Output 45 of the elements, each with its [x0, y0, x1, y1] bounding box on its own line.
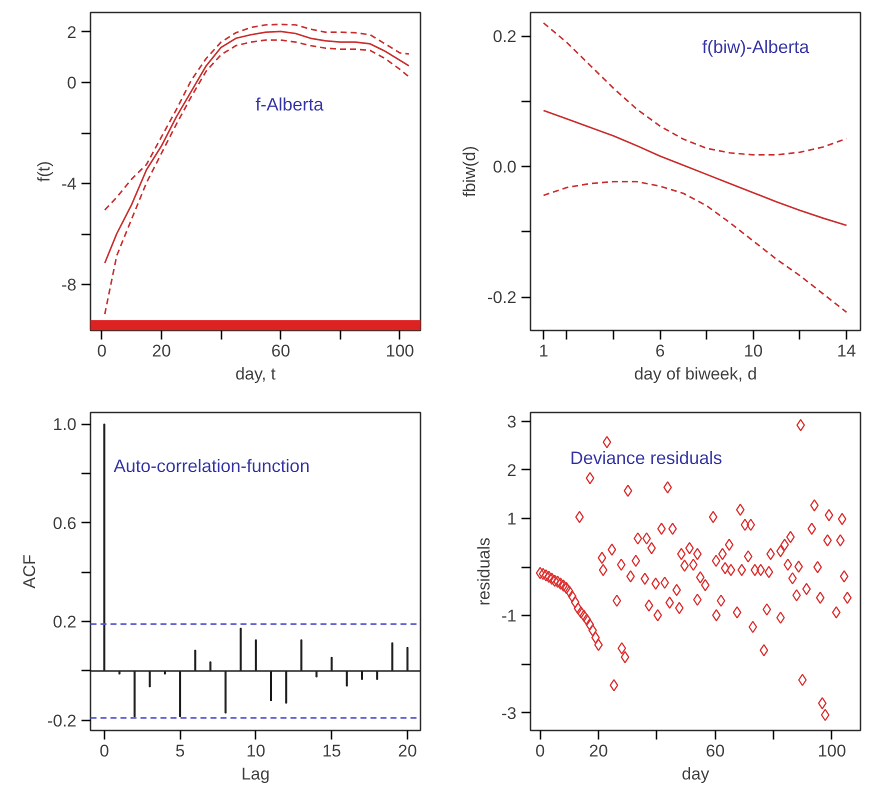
y-axis-title: residuals: [474, 537, 494, 606]
x-tick-label: 6: [655, 342, 665, 360]
y-tick-label: -1: [501, 606, 517, 626]
x-tick-label: 20: [589, 742, 608, 760]
x-tick-label: 60: [271, 342, 290, 360]
y-tick-label: -3: [501, 704, 517, 723]
y-tick-label: -8: [61, 276, 77, 295]
annotation: f-Alberta: [256, 94, 325, 114]
y-tick-label: -0.2: [487, 288, 517, 308]
y-tick-label: -4: [61, 174, 77, 194]
x-tick-label: 0: [100, 742, 110, 760]
x-tick-label: 1: [538, 342, 548, 360]
x-axis-title: day of biweek, d: [634, 364, 757, 384]
y-axis-title: ACF: [20, 554, 40, 588]
x-tick-label: 10: [246, 742, 266, 760]
x-tick-label: 14: [837, 342, 856, 360]
y-tick-label: -0.2: [47, 711, 77, 730]
annotation: Deviance residuals: [570, 448, 722, 468]
x-tick-label: 5: [175, 742, 185, 760]
y-tick-label: 0: [67, 74, 77, 93]
x-tick-label: 0: [97, 342, 107, 360]
y-axis-title: f(t): [34, 161, 54, 182]
x-axis-title: Lag: [241, 764, 270, 784]
y-tick-label: 1.0: [52, 415, 77, 434]
x-tick-label: 20: [152, 342, 171, 360]
annotation: f(biw)-Alberta: [702, 37, 810, 58]
y-tick-label: 0.6: [52, 514, 77, 533]
annotation: Auto-correlation-function: [114, 456, 310, 476]
y-tick-label: 2: [507, 460, 517, 480]
x-tick-label: 60: [706, 742, 725, 760]
x-tick-label: 15: [322, 742, 342, 760]
x-tick-label: 0: [535, 742, 545, 760]
y-tick-label: 2: [67, 22, 77, 42]
y-tick-label: 0.0: [492, 158, 517, 177]
x-axis-title: day, t: [235, 364, 276, 384]
x-tick-label: 20: [398, 742, 417, 760]
x-axis-title: day: [682, 764, 710, 784]
y-tick-label: 0.2: [52, 612, 77, 632]
y-tick-label: 3: [507, 412, 517, 432]
y-tick-label: 1: [507, 510, 517, 528]
x-tick-label: 100: [818, 742, 846, 760]
y-axis-title: fbiw(d): [460, 146, 480, 198]
y-tick-label: 0.2: [492, 27, 517, 46]
x-tick-label: 100: [386, 342, 414, 360]
x-tick-label: 10: [744, 342, 763, 360]
